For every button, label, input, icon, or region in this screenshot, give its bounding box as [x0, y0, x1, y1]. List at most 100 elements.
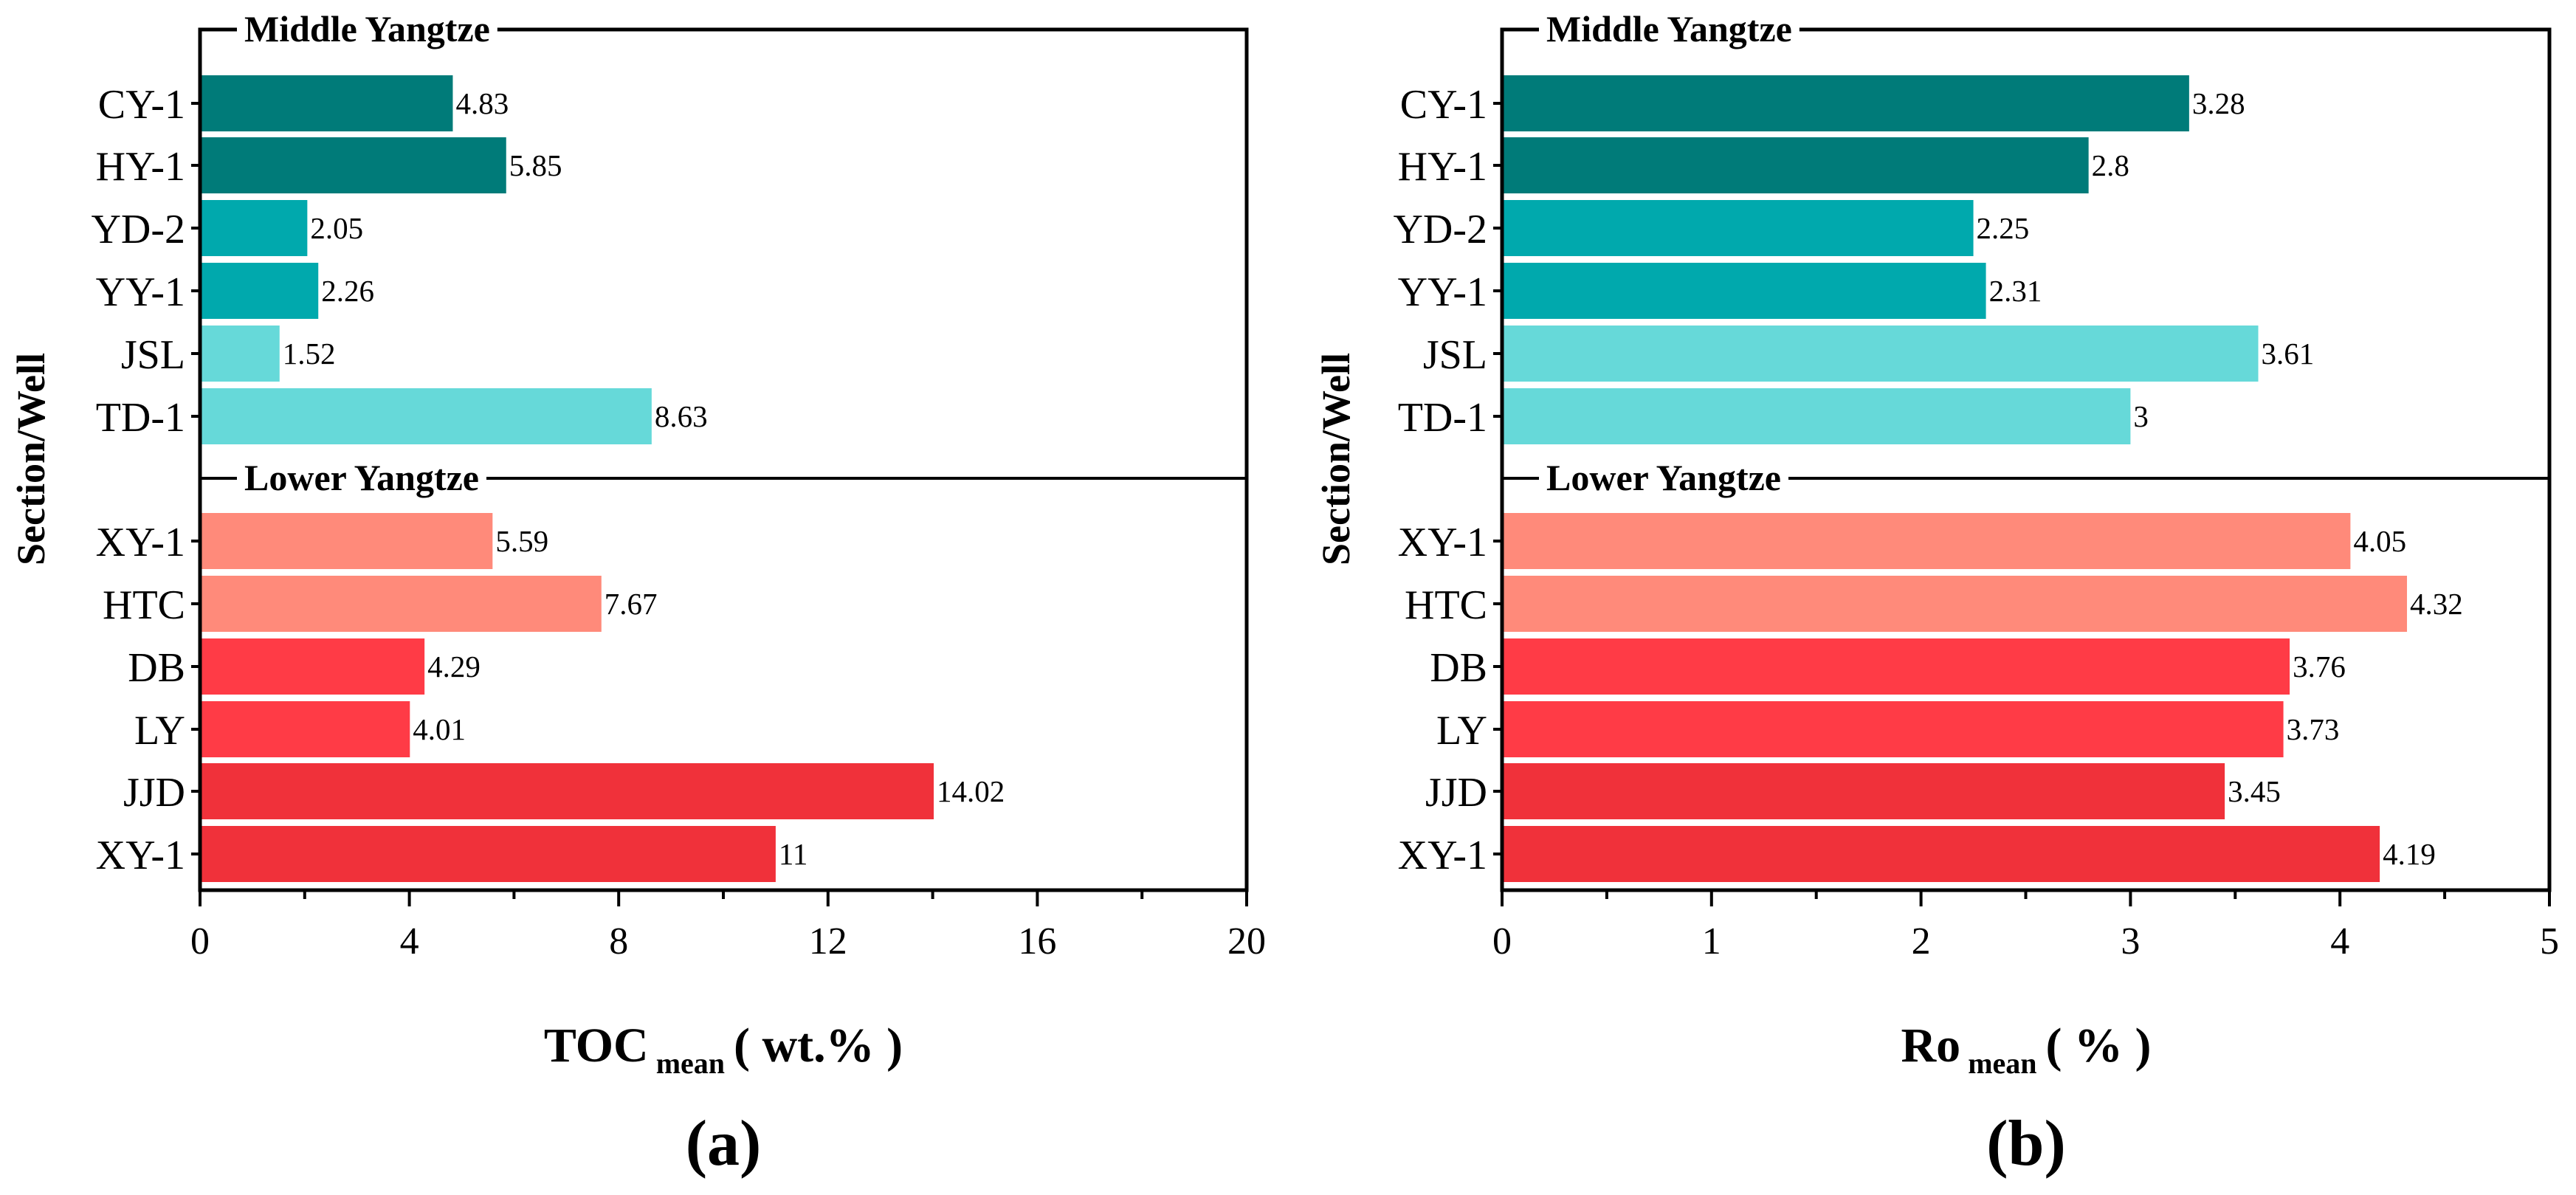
panel-b-ro-chart: 3.28 CY-1 2.8 HY-1 2.25 YD-2 2.31 YY-1 3.61 JSL 3 T…: [1314, 8, 2559, 1179]
x-tick-label: 16: [1018, 920, 1056, 962]
panel-a-toc-chart: 4.83 CY-1 5.85 HY-1 2.05 YD-2 2.26 YY-1 1.52 JSL 8…: [9, 8, 1266, 1179]
data-label: 7.67: [605, 587, 658, 621]
bar-htc: [1502, 576, 2408, 632]
x-tick-label: 12: [809, 920, 847, 962]
category-label: LY: [134, 708, 185, 754]
x-axis-label-subscript: mean: [1968, 1047, 2036, 1080]
data-label: 3.28: [2192, 86, 2245, 120]
x-tick-label: 0: [190, 920, 210, 962]
bar-yy-1: [1502, 263, 1986, 319]
group-title-middle-yangtze: Middle Yangtze: [244, 8, 490, 49]
bar-jjd: [200, 763, 934, 819]
bar-ly: [200, 701, 410, 757]
x-axis-label: Ro mean ( % ): [1901, 1019, 2152, 1080]
category-label: JJD: [123, 770, 185, 816]
data-label: 4.32: [2410, 587, 2463, 621]
data-label: 3.45: [2228, 774, 2281, 808]
x-axis-label-quantity: TOC: [544, 1019, 649, 1072]
bar-jsl: [1502, 326, 2259, 382]
data-label: 4.05: [2353, 524, 2406, 558]
category-label: DB: [1430, 645, 1487, 691]
category-label: XY-1: [96, 520, 185, 565]
data-label: 8.63: [655, 399, 708, 433]
group-title-lower-yangtze: Lower Yangtze: [1546, 457, 1781, 498]
category-label: LY: [1436, 708, 1487, 754]
bar-db: [1502, 638, 2290, 695]
x-tick-label: 0: [1492, 920, 1512, 962]
data-label: 2.26: [321, 274, 374, 308]
data-label: 4.29: [427, 650, 481, 683]
y-axis-label: Section/Well: [1314, 353, 1358, 565]
x-axis-label-subscript: mean: [656, 1047, 725, 1080]
bar-yy-1: [200, 263, 319, 319]
x-tick-label: 4: [400, 920, 419, 962]
bar-yd-2: [200, 200, 308, 256]
x-tick-label: 2: [1912, 920, 1931, 962]
data-label: 4.19: [2383, 837, 2436, 871]
category-label: YY-1: [1398, 269, 1487, 315]
panel-label: (b): [1986, 1108, 2066, 1179]
x-tick-label: 20: [1227, 920, 1266, 962]
data-label: 3.73: [2287, 712, 2340, 746]
category-label: XY-1: [1398, 520, 1487, 565]
category-label: YD-2: [91, 207, 185, 252]
bar-hy-1: [1502, 137, 2089, 193]
category-label: DB: [128, 645, 185, 691]
x-tick-label: 8: [609, 920, 628, 962]
data-label: 3.61: [2262, 337, 2315, 371]
bar-jsl: [200, 326, 280, 382]
category-label: HY-1: [96, 144, 185, 190]
category-label: CY-1: [98, 82, 185, 128]
group-title-background: [1539, 458, 1788, 500]
bar-hy-1: [200, 137, 506, 193]
bar-cy-1: [1502, 75, 2189, 131]
data-label: 2.05: [310, 211, 363, 245]
bar-td-1: [1502, 388, 2131, 444]
category-label: JJD: [1425, 770, 1487, 816]
bar-xy-1: [1502, 513, 2351, 569]
category-label: YY-1: [96, 269, 185, 315]
group-title-background: [1539, 9, 1800, 52]
x-axis-label-unit: ( % ): [2046, 1019, 2152, 1072]
bar-db: [200, 638, 425, 695]
group-title-background: [237, 9, 497, 52]
bar-xy-1: [200, 513, 493, 569]
x-tick-label: 3: [2121, 920, 2140, 962]
group-title-lower-yangtze: Lower Yangtze: [244, 457, 479, 498]
data-label: 1.52: [283, 337, 336, 371]
category-label: TD-1: [1398, 395, 1487, 441]
data-label: 11: [779, 837, 807, 871]
bar-td-1: [200, 388, 652, 444]
x-axis-label-quantity: Ro: [1901, 1019, 1961, 1072]
y-axis-label: Section/Well: [9, 353, 53, 565]
data-label: 5.59: [495, 524, 548, 558]
category-label: JSL: [121, 332, 185, 378]
data-label: 2.8: [2092, 148, 2129, 182]
category-label: HY-1: [1398, 144, 1487, 190]
x-tick-label: 4: [2330, 920, 2349, 962]
panel-label: (a): [686, 1108, 762, 1179]
bar-xy-1: [200, 826, 776, 882]
data-label: 14.02: [937, 774, 1005, 808]
category-label: XY-1: [96, 833, 185, 878]
x-tick-label: 5: [2540, 920, 2559, 962]
bar-htc: [200, 576, 602, 632]
data-label: 2.31: [1989, 274, 2042, 308]
category-label: CY-1: [1400, 82, 1487, 128]
data-label: 3: [2133, 399, 2149, 433]
bar-xy-1: [1502, 826, 2380, 882]
category-label: JSL: [1423, 332, 1487, 378]
bar-jjd: [1502, 763, 2225, 819]
bar-cy-1: [200, 75, 453, 131]
category-label: YD-2: [1393, 207, 1487, 252]
category-label: TD-1: [96, 395, 185, 441]
x-axis-label: TOC mean ( wt.% ): [544, 1019, 903, 1080]
group-title-background: [237, 458, 486, 500]
category-label: HTC: [1405, 582, 1487, 628]
data-label: 4.83: [455, 86, 509, 120]
x-axis-label-unit: ( wt.% ): [734, 1019, 903, 1072]
x-tick-label: 1: [1702, 920, 1721, 962]
data-label: 2.25: [1977, 211, 2030, 245]
bar-yd-2: [1502, 200, 1974, 256]
